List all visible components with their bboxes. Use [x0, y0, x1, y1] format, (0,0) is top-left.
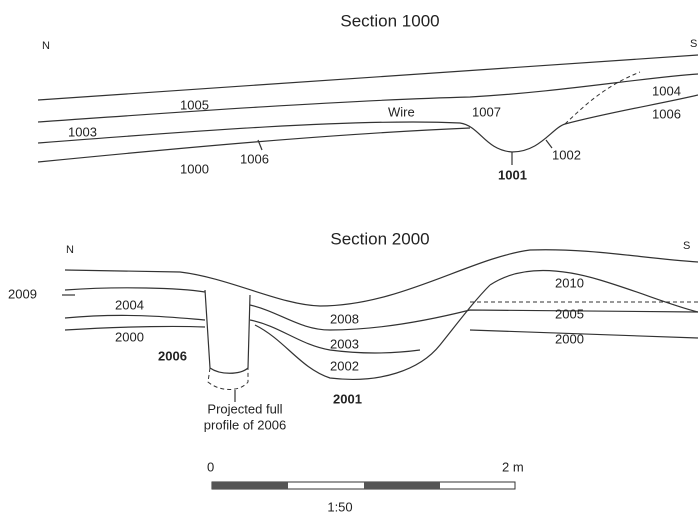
- layer-label: 1004: [652, 83, 681, 98]
- south-label: S: [690, 38, 697, 50]
- layer-label: 2008: [330, 311, 359, 326]
- south-label: S: [683, 240, 690, 252]
- layer-label: 2009: [8, 286, 37, 301]
- layer-label: 1006: [240, 151, 269, 166]
- layer-label: 1007: [472, 104, 501, 119]
- layer-label: 1002: [552, 147, 581, 162]
- note: Projected full: [207, 401, 282, 416]
- feature-label: 1001: [498, 167, 527, 182]
- scale-end: 2 m: [502, 459, 524, 474]
- layer-label: 2000: [555, 331, 584, 346]
- section-title: Section 2000: [330, 229, 429, 248]
- layer-label: 1005: [180, 97, 209, 112]
- layer-label: 1000: [180, 161, 209, 176]
- section-title: Section 1000: [340, 11, 439, 30]
- layer-label: 2000: [115, 329, 144, 344]
- scale-bar: [212, 482, 515, 489]
- section-2000-lines: [62, 250, 698, 402]
- note: profile of 2006: [204, 417, 286, 432]
- layer-label: 2004: [115, 297, 144, 312]
- layer-label: Wire: [388, 104, 415, 119]
- layer-label: 2010: [555, 275, 584, 290]
- feature-label: 2006: [158, 348, 187, 363]
- layer-label: 2003: [330, 336, 359, 351]
- layer-label: 1003: [68, 124, 97, 139]
- north-label: N: [66, 244, 74, 256]
- north-label: N: [42, 40, 50, 52]
- section-drawing: Section 1000 N S 1005 1003 Wire 1007 100…: [0, 0, 698, 523]
- feature-label: 2001: [333, 391, 362, 406]
- scale-start: 0: [207, 459, 214, 474]
- section-1000-lines: [38, 55, 698, 165]
- layer-label: 2005: [555, 306, 584, 321]
- scale-ratio: 1:50: [327, 499, 352, 514]
- layer-label: 2002: [330, 358, 359, 373]
- layer-label: 1006: [652, 106, 681, 121]
